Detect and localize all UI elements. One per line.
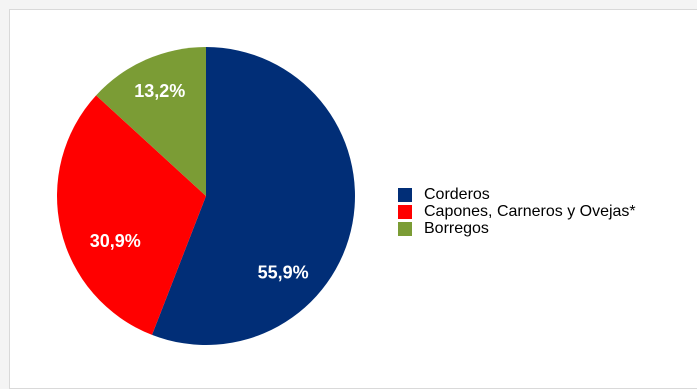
pie-slice-3 [96,47,206,196]
legend-label: Corderos [424,186,490,203]
legend-item-1: Corderos [398,186,636,203]
legend-swatch [398,221,412,236]
pie-slices [57,47,355,345]
legend-item-2: Capones, Carneros y Ovejas* [398,203,636,220]
pie-data-labels: 55,9% 30,9% 13,2% [90,81,309,283]
legend-label: Capones, Carneros y Ovejas* [424,203,636,220]
chart-legend: Corderos Capones, Carneros y Ovejas* Borre… [398,186,636,237]
legend-swatch [398,187,412,202]
legend-swatch [398,204,412,219]
pie-data-label-1: 55,9% [258,263,309,283]
pie-slice-1 [152,47,355,345]
legend-item-3: Borregos [398,220,636,237]
pie-data-label-2: 30,9% [90,231,141,251]
pie-slice-2 [57,95,206,335]
pie-chart: 55,9% 30,9% 13,2% [57,47,355,345]
pie-data-label-3: 13,2% [134,81,185,101]
legend-label: Borregos [424,220,489,237]
